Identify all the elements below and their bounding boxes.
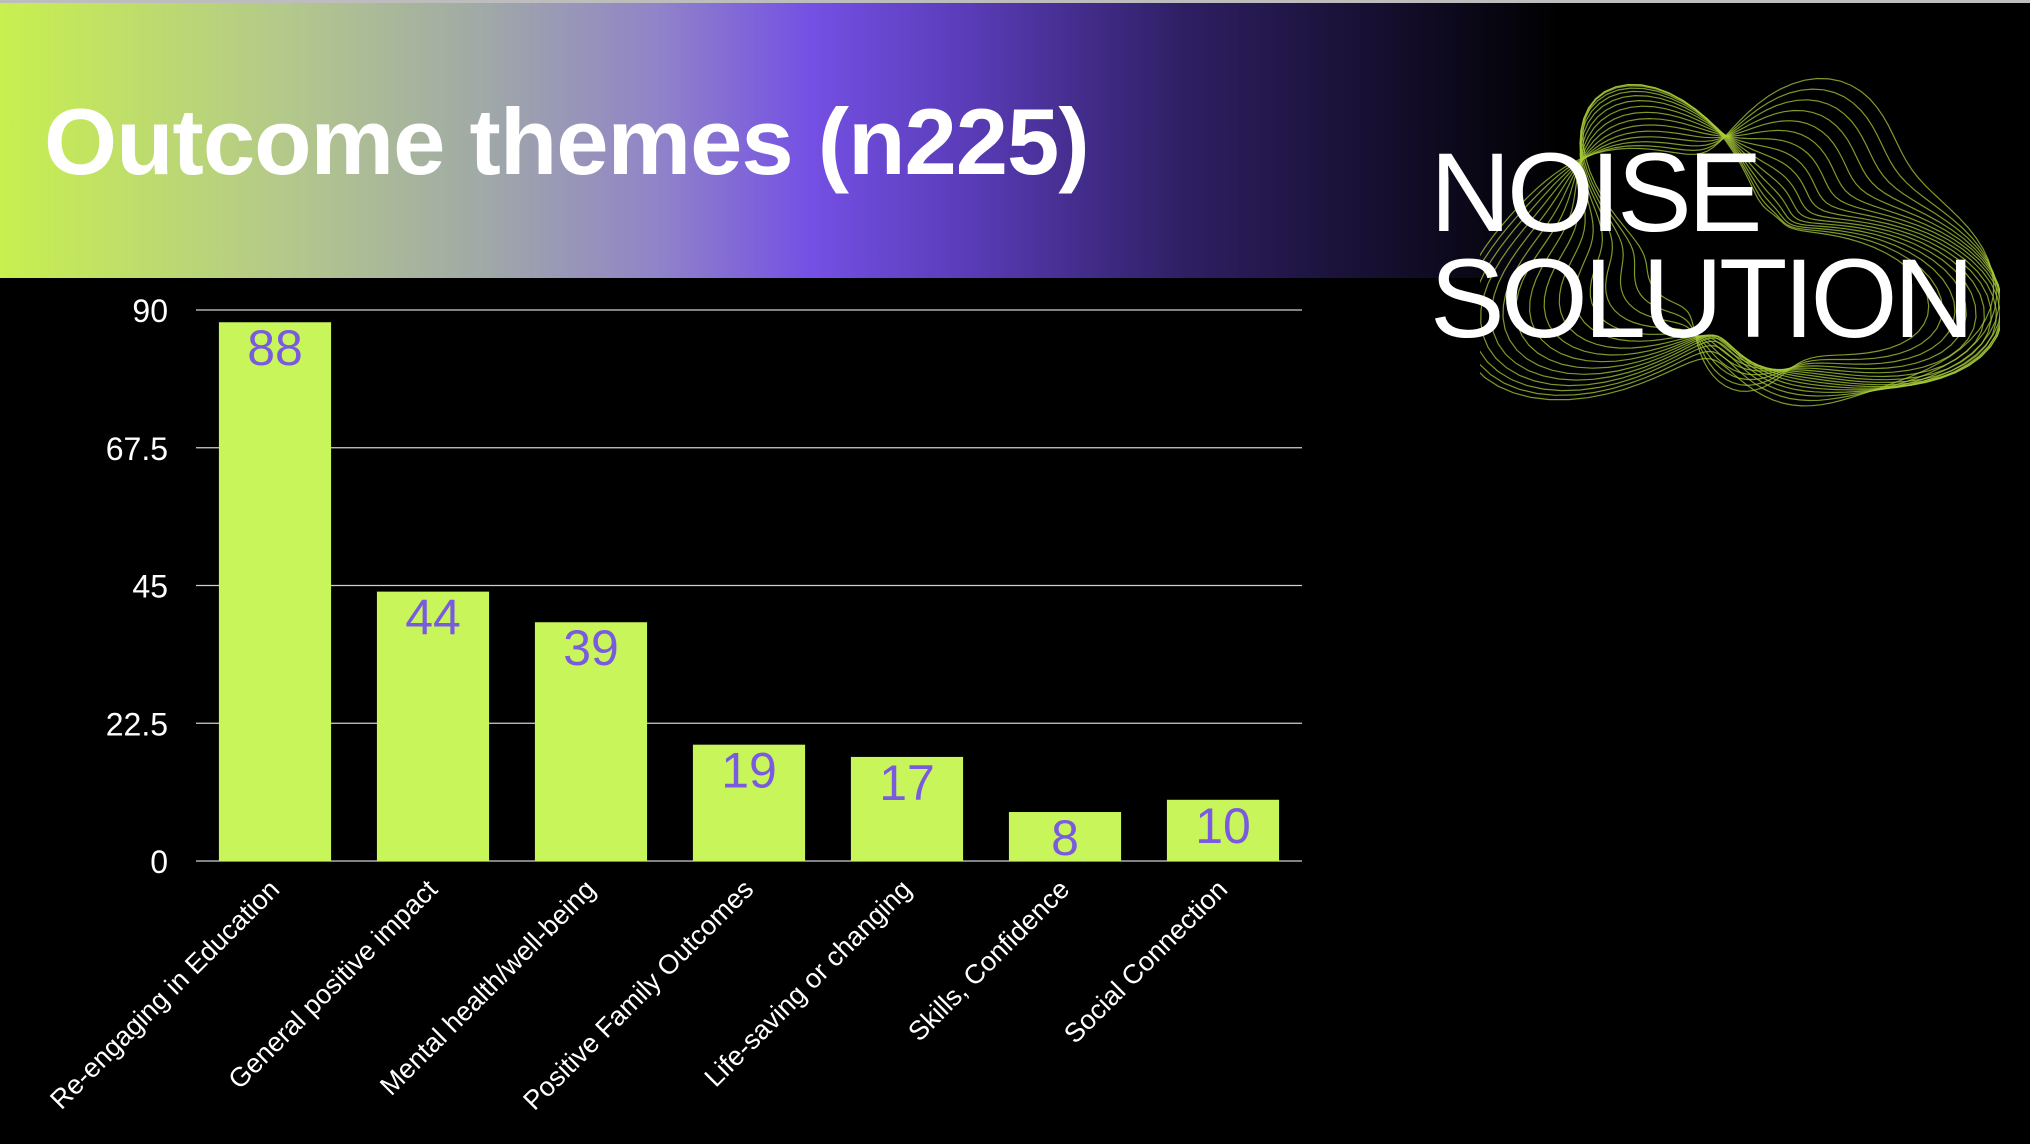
swirl-stroke [1582,83,1930,392]
y-tick-label: 90 [132,293,168,329]
top-border-line [0,0,2030,3]
swirl-stroke [1480,77,1995,407]
swirl-stroke [1543,105,1997,384]
swirl-stroke [1579,87,1967,376]
page-title: Outcome themes (n225) [44,89,1090,194]
x-category-label: Social Connection [1058,874,1233,1049]
bar [1166,799,1280,861]
bar-data-label: 44 [405,590,461,646]
bar-data-label: 8 [1051,810,1079,866]
swirl-stroke [1580,83,1944,387]
bar [1008,812,1122,861]
bar-data-label: 10 [1195,798,1251,854]
y-tick-label: 22.5 [106,706,168,742]
swirl-stroke [1480,88,1998,402]
y-tick-label: 67.5 [106,431,168,467]
bar-data-label: 88 [247,320,303,376]
swirl-stroke [1528,111,2000,386]
brand-logo-line2: SOLUTION [1430,236,1975,361]
bar [218,322,332,861]
swirl-stroke [1480,99,2000,397]
brand-logo: NOISE SOLUTION [1430,130,1975,361]
swirl-stroke [1515,117,2000,388]
bar [850,756,964,861]
header-gradient-band [0,3,1560,278]
bar [376,591,490,861]
bar-data-label: 39 [563,620,619,676]
swirl-stroke [1558,99,1992,381]
swirl-stroke [1579,90,1977,374]
bar-data-label: 17 [879,755,935,811]
swirl-stroke [1502,124,2000,389]
brand-swirl-graphic [1480,77,2000,407]
swirl-stroke [1574,94,1985,378]
bar [534,622,648,861]
swirl-stroke [1490,120,2000,391]
swirl-stroke [1480,109,2000,394]
bar [692,744,806,861]
x-category-label: Skills, Confidence [902,874,1075,1047]
y-tick-label: 45 [132,569,168,605]
y-tick-label: 0 [150,844,168,880]
bar-data-label: 19 [721,743,777,799]
swirl-stroke [1579,85,1956,381]
brand-logo-line1: NOISE [1430,130,1763,255]
